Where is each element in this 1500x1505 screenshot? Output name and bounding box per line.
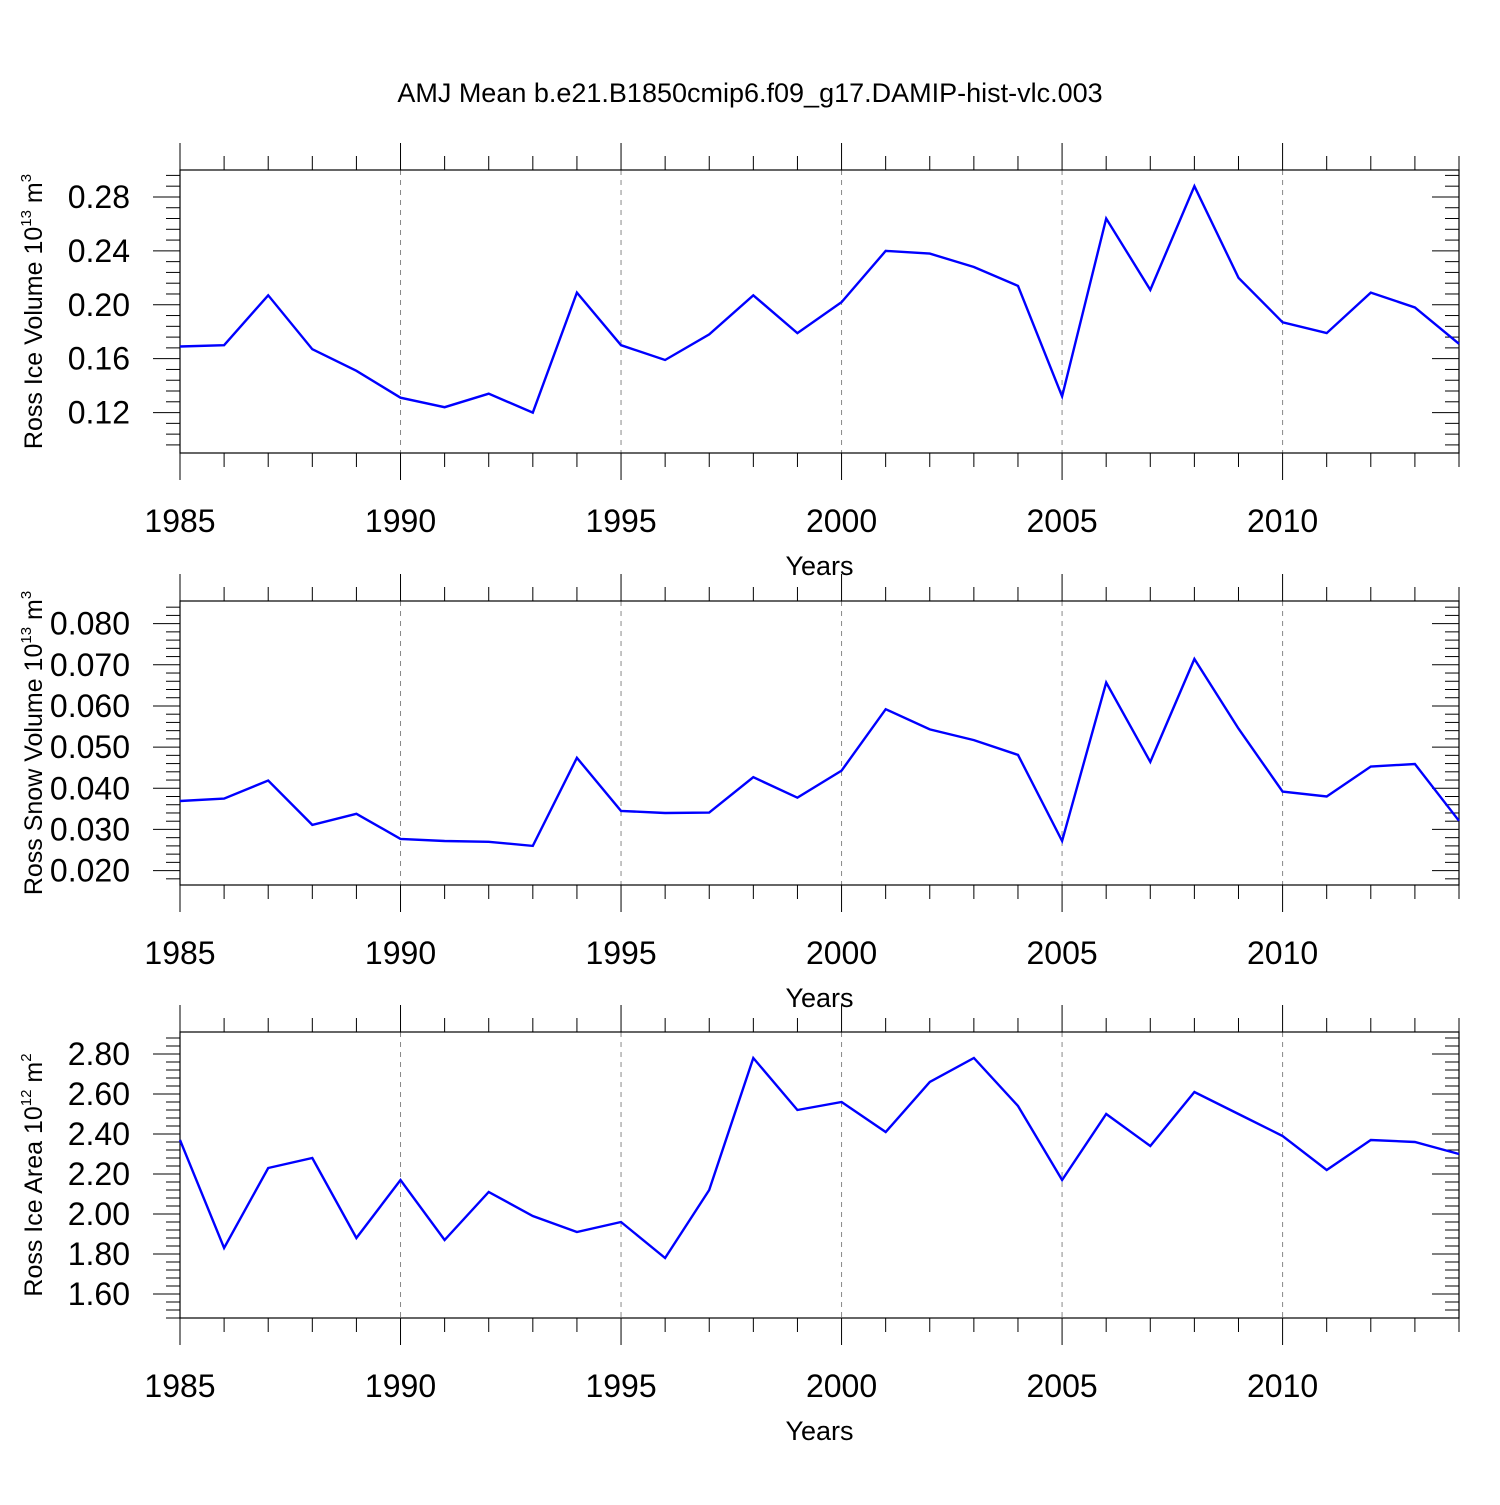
series-line <box>180 186 1459 412</box>
y-axis-label: Ross Snow Volume 1013 m3 <box>18 591 48 895</box>
x-tick-label: 1990 <box>365 935 436 971</box>
series-line <box>180 659 1459 846</box>
y-axis-label-unit-exponent: 3 <box>18 591 35 599</box>
y-tick-label: 2.80 <box>68 1036 130 1072</box>
y-axis-label-unit: m <box>20 1062 48 1090</box>
y-tick-label: 0.28 <box>68 179 130 215</box>
x-tick-label: 1995 <box>585 935 656 971</box>
x-tick-label: 1985 <box>144 1368 215 1404</box>
x-tick-label: 2005 <box>1026 503 1097 539</box>
x-tick-label: 1985 <box>144 935 215 971</box>
x-tick-label: 1995 <box>585 1368 656 1404</box>
y-tick-label: 2.00 <box>68 1196 130 1232</box>
x-tick-label: 2005 <box>1026 935 1097 971</box>
y-tick-label: 0.050 <box>50 729 130 765</box>
y-axis-label-text: Ross Ice Volume 10 <box>20 227 48 449</box>
panel-3: 1985 1990 1995 2000 2005 2010 1.60 1.80 2.00 2.20… <box>18 1005 1459 1446</box>
y-axis-label-exponent: 12 <box>18 1090 35 1107</box>
series-line <box>180 1058 1459 1258</box>
y-tick-label: 0.060 <box>50 688 130 724</box>
x-tick-label: 2010 <box>1247 1368 1318 1404</box>
x-axis-label: Years <box>785 551 853 581</box>
y-axis-label-exponent: 13 <box>18 627 35 644</box>
y-tick-label: 2.20 <box>68 1156 130 1192</box>
y-tick-label: 1.80 <box>68 1236 130 1272</box>
y-tick-label: 0.12 <box>68 395 130 431</box>
y-axis-label: Ross Ice Area 1012 m2 <box>18 1053 48 1296</box>
x-tick-label: 2005 <box>1026 1368 1097 1404</box>
x-tick-label: 2000 <box>806 935 877 971</box>
figure-title: AMJ Mean b.e21.B1850cmip6.f09_g17.DAMIP-… <box>0 78 1500 109</box>
y-tick-label: 0.070 <box>50 647 130 683</box>
panel-1: 1985 1990 1995 2000 2005 2010 0.12 0.16 0.20 0.24… <box>18 143 1459 581</box>
plot-frame <box>180 601 1459 885</box>
y-tick-label: 2.60 <box>68 1076 130 1112</box>
y-axis-label-exponent: 13 <box>18 210 35 227</box>
x-axis-label: Years <box>785 983 853 1013</box>
y-axis-label: Ross Ice Volume 1013 m3 <box>18 174 48 449</box>
x-tick-label: 1985 <box>144 503 215 539</box>
y-tick-label: 0.040 <box>50 770 130 806</box>
x-tick-label: 2000 <box>806 1368 877 1404</box>
x-tick-label: 2000 <box>806 503 877 539</box>
x-tick-label: 2010 <box>1247 503 1318 539</box>
y-axis-label-text: Ross Snow Volume 10 <box>20 644 48 896</box>
y-axis-label-unit-exponent: 3 <box>18 174 35 182</box>
x-tick-label: 1995 <box>585 503 656 539</box>
y-tick-label: 2.40 <box>68 1116 130 1152</box>
plot-frame <box>180 170 1459 453</box>
y-tick-label: 0.020 <box>50 853 130 889</box>
y-tick-label: 0.030 <box>50 811 130 847</box>
y-tick-label: 1.60 <box>68 1276 130 1312</box>
x-tick-label: 2010 <box>1247 935 1318 971</box>
y-tick-label: 0.16 <box>68 341 130 377</box>
y-axis-label-unit: m <box>20 599 48 627</box>
panel-2: 1985 1990 1995 2000 2005 2010 0.020 0.030 0.040 0… <box>18 574 1459 1013</box>
y-axis-label-text: Ross Ice Area 10 <box>20 1106 48 1296</box>
y-tick-label: 0.24 <box>68 233 130 269</box>
y-tick-label: 0.080 <box>50 606 130 642</box>
plot-frame <box>180 1032 1459 1318</box>
y-tick-label: 0.20 <box>68 287 130 323</box>
y-axis-label-unit-exponent: 2 <box>18 1053 35 1061</box>
y-axis-label-unit: m <box>20 182 48 210</box>
x-axis-label: Years <box>785 1416 853 1446</box>
x-tick-label: 1990 <box>365 503 436 539</box>
x-tick-label: 1990 <box>365 1368 436 1404</box>
